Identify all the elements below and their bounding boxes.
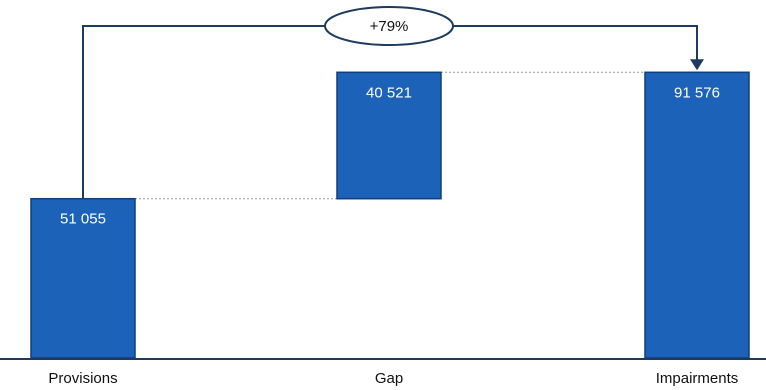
growth-annotation: +79%: [82, 6, 704, 199]
arrow-down-icon: [690, 59, 704, 71]
growth-ellipse: [324, 6, 454, 46]
connector-leaders: [135, 71, 645, 200]
bar-impairments: [644, 71, 750, 359]
category-labels: Provisions Gap Impairments: [48, 370, 738, 387]
bar-value-label: 40 521: [366, 84, 412, 101]
bar-value-label: 91 576: [674, 84, 720, 101]
category-label-provisions: Provisions: [48, 370, 117, 387]
bar-value-label: 51 055: [60, 211, 106, 228]
bar-provisions: [30, 197, 136, 359]
bars-group: 51 055 40 521 91 576: [30, 71, 750, 359]
bar-gap: [336, 71, 442, 200]
category-label-gap: Gap: [375, 370, 403, 387]
growth-label: +79%: [370, 18, 409, 35]
category-label-impairments: Impairments: [656, 370, 739, 387]
